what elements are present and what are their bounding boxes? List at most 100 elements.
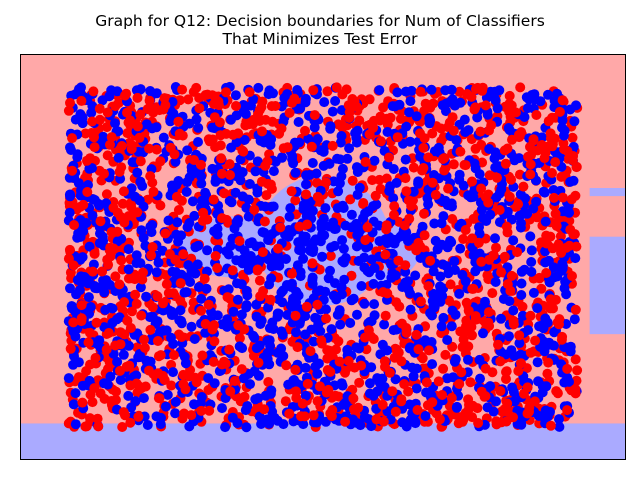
blue-point (463, 354, 473, 365)
blue-point (175, 305, 186, 316)
red-point (314, 381, 325, 392)
blue-point (329, 240, 340, 251)
red-point (200, 90, 211, 100)
blue-point (131, 250, 142, 261)
red-point (501, 416, 512, 427)
red-point (507, 134, 517, 145)
red-point (158, 298, 168, 309)
red-point (470, 84, 481, 95)
red-point (440, 349, 451, 360)
red-point (475, 126, 486, 137)
red-point (424, 345, 434, 356)
blue-point (435, 281, 445, 292)
blue-point (255, 135, 266, 146)
red-point (545, 420, 556, 431)
red-point (210, 251, 221, 261)
red-point (493, 339, 503, 350)
blue-point (427, 359, 438, 370)
red-point (196, 305, 207, 316)
blue-point (300, 390, 311, 401)
blue-point (285, 203, 296, 214)
blue-point (491, 396, 501, 407)
blue-point (170, 408, 181, 419)
red-point (389, 209, 399, 220)
blue-point (354, 182, 365, 193)
red-point (543, 357, 554, 368)
blue-point (375, 349, 386, 360)
red-point (322, 86, 333, 97)
red-point (76, 316, 87, 327)
red-point (562, 146, 573, 157)
region-blue-1 (589, 236, 626, 335)
red-point (419, 208, 429, 219)
red-point (390, 406, 401, 417)
red-point (87, 397, 98, 408)
blue-point (366, 362, 377, 373)
blue-point (301, 179, 311, 190)
red-point (570, 388, 581, 399)
red-point (514, 129, 524, 140)
red-point (118, 407, 129, 418)
red-point (292, 342, 303, 353)
blue-point (336, 171, 347, 182)
red-point (145, 171, 156, 182)
red-point (448, 125, 459, 136)
blue-point (369, 155, 380, 166)
red-point (456, 367, 467, 378)
red-point (82, 155, 92, 166)
red-point (473, 418, 484, 428)
blue-point (189, 334, 200, 344)
red-point (504, 191, 515, 202)
blue-point (520, 193, 530, 204)
red-point (225, 386, 236, 397)
red-point (454, 86, 465, 97)
blue-point (73, 84, 84, 95)
red-point (480, 192, 491, 203)
blue-point (147, 220, 158, 230)
red-point (327, 140, 338, 151)
blue-point (325, 265, 335, 276)
red-point (83, 337, 94, 348)
red-point (470, 311, 481, 322)
red-point (541, 238, 552, 249)
red-point (194, 103, 205, 114)
red-point (502, 398, 513, 409)
blue-point (241, 422, 252, 433)
red-point (419, 230, 430, 241)
red-point (188, 86, 199, 97)
red-point (244, 119, 255, 130)
red-point (134, 132, 145, 143)
red-point (554, 319, 564, 330)
red-point (458, 234, 469, 244)
red-point (425, 255, 436, 266)
red-point (155, 200, 166, 211)
blue-point (374, 85, 385, 96)
blue-point (192, 259, 203, 270)
blue-point (68, 399, 79, 410)
blue-point (327, 106, 338, 117)
blue-point (172, 217, 183, 228)
red-point (340, 416, 351, 427)
red-point (443, 183, 454, 194)
red-point (76, 300, 87, 311)
blue-point (300, 329, 311, 340)
blue-point (265, 388, 276, 399)
red-point (379, 356, 390, 367)
red-point (216, 153, 227, 164)
red-point (518, 388, 529, 399)
red-point (371, 414, 382, 425)
red-point (153, 393, 164, 404)
red-point (123, 273, 134, 284)
blue-point (181, 287, 192, 298)
blue-point (138, 393, 149, 404)
blue-point (544, 337, 555, 348)
red-point (548, 192, 559, 203)
blue-point (440, 195, 451, 206)
red-point (104, 356, 115, 367)
red-point (506, 174, 517, 185)
blue-point (253, 370, 264, 381)
blue-point (405, 136, 416, 147)
blue-point (339, 257, 349, 268)
red-point (169, 350, 179, 361)
blue-point (386, 272, 397, 283)
